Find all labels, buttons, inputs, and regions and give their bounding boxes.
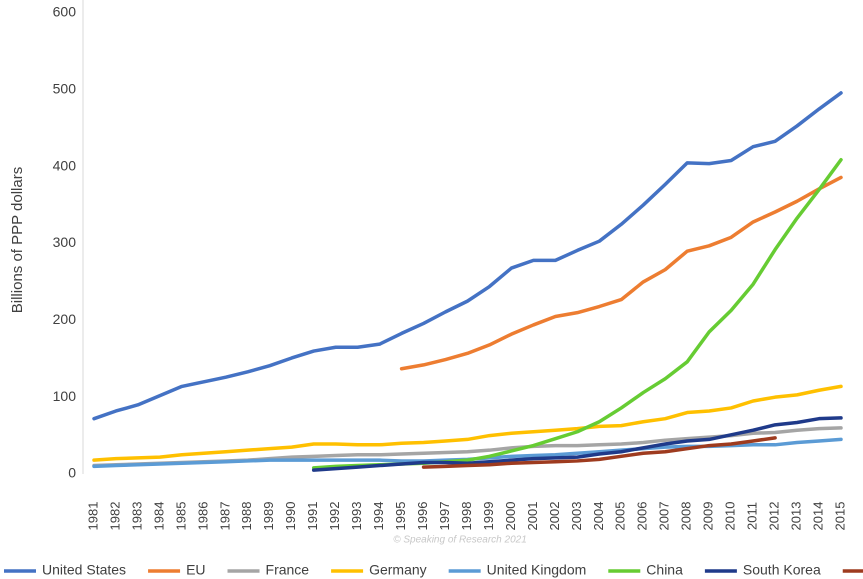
x-tick-label: 1987 [217,502,232,531]
y-tick-label: 0 [68,465,76,481]
x-tick-label: 2002 [547,502,562,531]
x-tick-label: 1993 [349,502,364,531]
x-tick-label: 2009 [701,502,716,531]
x-tick-label: 1988 [239,502,254,531]
legend-label: EU [186,562,205,578]
x-tick-label: 1997 [437,502,452,531]
watermark: © Speaking of Research 2021 [393,535,527,546]
x-tick-label: 2011 [745,502,760,530]
x-tick-label: 1991 [305,502,320,531]
legend-label: France [266,562,310,578]
legend-label: China [646,562,683,578]
x-tick-label: 1981 [85,502,100,531]
x-tick-label: 2014 [810,502,825,531]
x-tick-label: 1995 [393,502,408,531]
series-line [399,175,843,371]
x-tick-label: 1985 [173,502,188,531]
legend-label: Germany [369,562,427,578]
x-tick-label: 2005 [613,502,628,531]
series-line [92,91,843,421]
x-tick-label: 2001 [525,502,540,531]
x-tick-label: 2008 [679,502,694,531]
x-tick-label: 1994 [371,502,386,531]
x-tick-label: 2012 [767,502,782,531]
y-tick-label: 100 [53,388,77,404]
x-tick-label: 1983 [129,502,144,531]
x-tick-label: 2003 [569,502,584,531]
x-tick-label: 1999 [481,502,496,531]
x-tick-label: 1989 [261,502,276,531]
x-tick-label: 2010 [723,502,738,531]
series-line [92,384,843,462]
y-tick-label: 400 [53,157,77,173]
series-line [421,436,777,469]
legend-label: United Kingdom [487,562,587,578]
x-tick-label: 2004 [591,502,606,531]
x-tick-label: 2000 [503,502,518,531]
legend-label: South Korea [743,562,821,578]
x-tick-label: 2015 [832,502,847,531]
y-axis-label: Billions of PPP dollars [9,167,26,313]
x-tick-label: 1984 [151,502,166,531]
x-tick-label: 1996 [415,502,430,531]
x-tick-label: 2013 [788,502,803,531]
y-tick-label: 300 [53,234,77,250]
legend-label: United States [42,562,126,578]
x-tick-label: 1990 [283,502,298,531]
x-tick-label: 2006 [635,502,650,531]
y-tick-label: 200 [53,311,77,327]
x-tick-label: 1992 [327,502,342,531]
x-tick-label: 1982 [107,502,122,531]
x-tick-label: 2007 [657,502,672,531]
y-tick-label: 600 [53,4,77,20]
series-line [311,416,843,472]
x-tick-label: 1986 [195,502,210,531]
y-tick-label: 500 [53,81,77,97]
x-tick-label: 1998 [459,502,474,531]
